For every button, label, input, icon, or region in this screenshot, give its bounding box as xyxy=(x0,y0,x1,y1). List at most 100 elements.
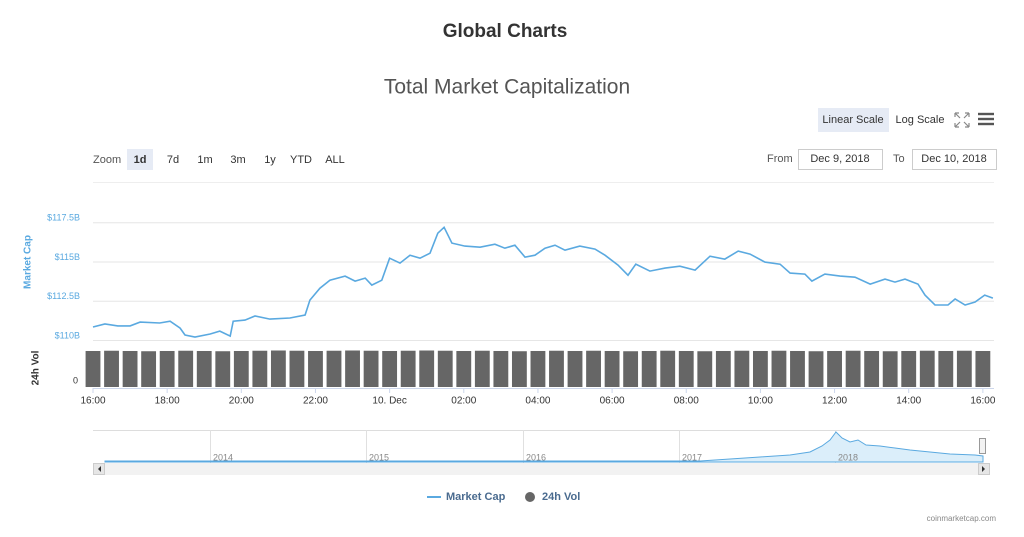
from-input[interactable] xyxy=(798,149,883,170)
volume-bar xyxy=(827,350,842,387)
volume-bar xyxy=(159,350,175,387)
to-value[interactable]: Dec 10, 2018 xyxy=(921,153,986,165)
x-tick-label: 14:00 xyxy=(896,396,921,407)
chart-title: Total Market Capitalization xyxy=(384,76,630,99)
navigator-label: 2016 xyxy=(526,452,546,462)
zoom-button[interactable]: 7d xyxy=(167,154,179,166)
to-label: To xyxy=(893,153,905,165)
volume-bar xyxy=(697,351,713,387)
x-tick-label: 02:00 xyxy=(451,396,476,407)
x-tick-label: 04:00 xyxy=(525,396,550,407)
volume-bar xyxy=(604,350,620,387)
volume-bar xyxy=(678,350,694,387)
x-tick-label: 12:00 xyxy=(822,396,847,407)
volume-bar xyxy=(456,350,472,387)
volume-bar xyxy=(345,350,360,387)
volume-bar xyxy=(549,350,564,387)
market-cap-line xyxy=(92,225,994,338)
volume-bar xyxy=(215,351,231,387)
y-tick-label: $112.5B xyxy=(47,291,80,301)
navigator-label: 2015 xyxy=(369,452,389,462)
y-tick-label: $115B xyxy=(55,252,80,262)
volume-bar xyxy=(308,350,323,387)
volume-bar xyxy=(400,350,416,387)
volume-bar xyxy=(641,350,657,387)
credit: coinmarketcap.com xyxy=(927,514,997,523)
x-tick-label: 16:00 xyxy=(970,396,995,407)
zoom-button[interactable]: 1m xyxy=(197,154,212,166)
volume-bar xyxy=(567,350,583,387)
zoom-button[interactable]: 1y xyxy=(264,154,276,166)
volume-bar xyxy=(901,350,917,387)
volume-bar xyxy=(382,350,398,387)
zoom-button[interactable]: YTD xyxy=(290,154,312,166)
page-title: Global Charts xyxy=(443,21,568,42)
volume-bar xyxy=(790,350,805,387)
navigator xyxy=(93,430,990,475)
zoom-button[interactable]: 1d xyxy=(134,154,147,166)
volume-bar xyxy=(289,350,305,387)
menu-icon[interactable] xyxy=(978,112,994,126)
volume-bar xyxy=(474,350,490,387)
y2-tick-label: 0 xyxy=(73,375,78,385)
legend-symbol xyxy=(525,492,535,502)
volume-bar xyxy=(845,350,861,387)
scrollbar-track[interactable] xyxy=(93,463,990,475)
y2-axis-title: 24h Vol xyxy=(31,350,42,385)
navigator-label: 2014 xyxy=(213,452,233,462)
volume-bar xyxy=(419,350,435,387)
volume-bar xyxy=(919,350,935,387)
volume-bar xyxy=(956,350,972,387)
zoom-button[interactable]: ALL xyxy=(325,154,345,166)
volume-bar xyxy=(511,351,527,387)
zoom-button[interactable]: 3m xyxy=(230,154,245,166)
x-tick-label: 06:00 xyxy=(600,396,625,407)
volume-bar xyxy=(122,350,138,387)
zoom-button-selected[interactable] xyxy=(127,149,153,170)
volume-bar xyxy=(104,350,119,387)
volume-bar xyxy=(178,350,194,387)
fullscreen-icon[interactable] xyxy=(954,112,970,128)
volume-bar xyxy=(715,350,731,387)
volume-bar xyxy=(808,351,824,387)
volume-bar xyxy=(752,350,768,387)
y-tick-label: $110B xyxy=(55,330,80,340)
x-tick-label: 10. Dec xyxy=(372,396,406,407)
y-axis-title: Market Cap xyxy=(23,235,34,289)
log-scale-label[interactable]: Log Scale xyxy=(896,114,945,126)
volume-bar xyxy=(530,350,546,387)
zoom-label: Zoom xyxy=(93,154,121,166)
volume-bar xyxy=(270,350,286,387)
from-label: From xyxy=(767,153,793,165)
linear-scale-button[interactable] xyxy=(818,108,889,132)
to-input[interactable] xyxy=(912,149,997,170)
from-value[interactable]: Dec 9, 2018 xyxy=(810,153,869,165)
x-tick-label: 20:00 xyxy=(229,396,254,407)
volume-bar xyxy=(233,350,249,387)
navigator-handle[interactable] xyxy=(979,438,986,454)
volume-bar xyxy=(771,350,787,387)
navigator-series xyxy=(104,431,984,463)
volume-bar xyxy=(882,351,898,387)
scroll-left-arrow xyxy=(98,466,101,472)
x-tick-label: 10:00 xyxy=(748,396,773,407)
volume-bar xyxy=(326,350,342,387)
legend-label[interactable]: Market Cap xyxy=(446,491,506,503)
navigator-label: 2018 xyxy=(838,452,858,462)
volume-bar xyxy=(864,350,880,387)
volume-bar xyxy=(975,350,991,387)
volume-bar xyxy=(252,350,268,387)
y-tick-label: $117.5B xyxy=(47,213,80,223)
volume-bar xyxy=(938,350,954,387)
legend-label[interactable]: 24h Vol xyxy=(542,491,580,503)
volume-bar xyxy=(493,350,509,387)
volume-bar xyxy=(734,350,750,387)
volume-bar xyxy=(85,350,101,387)
x-tick-label: 16:00 xyxy=(80,396,105,407)
x-tick-label: 18:00 xyxy=(155,396,180,407)
linear-scale-label[interactable]: Linear Scale xyxy=(822,114,883,126)
volume-bar xyxy=(437,350,453,387)
volume-bar xyxy=(363,350,379,387)
volume-bar xyxy=(141,351,157,387)
